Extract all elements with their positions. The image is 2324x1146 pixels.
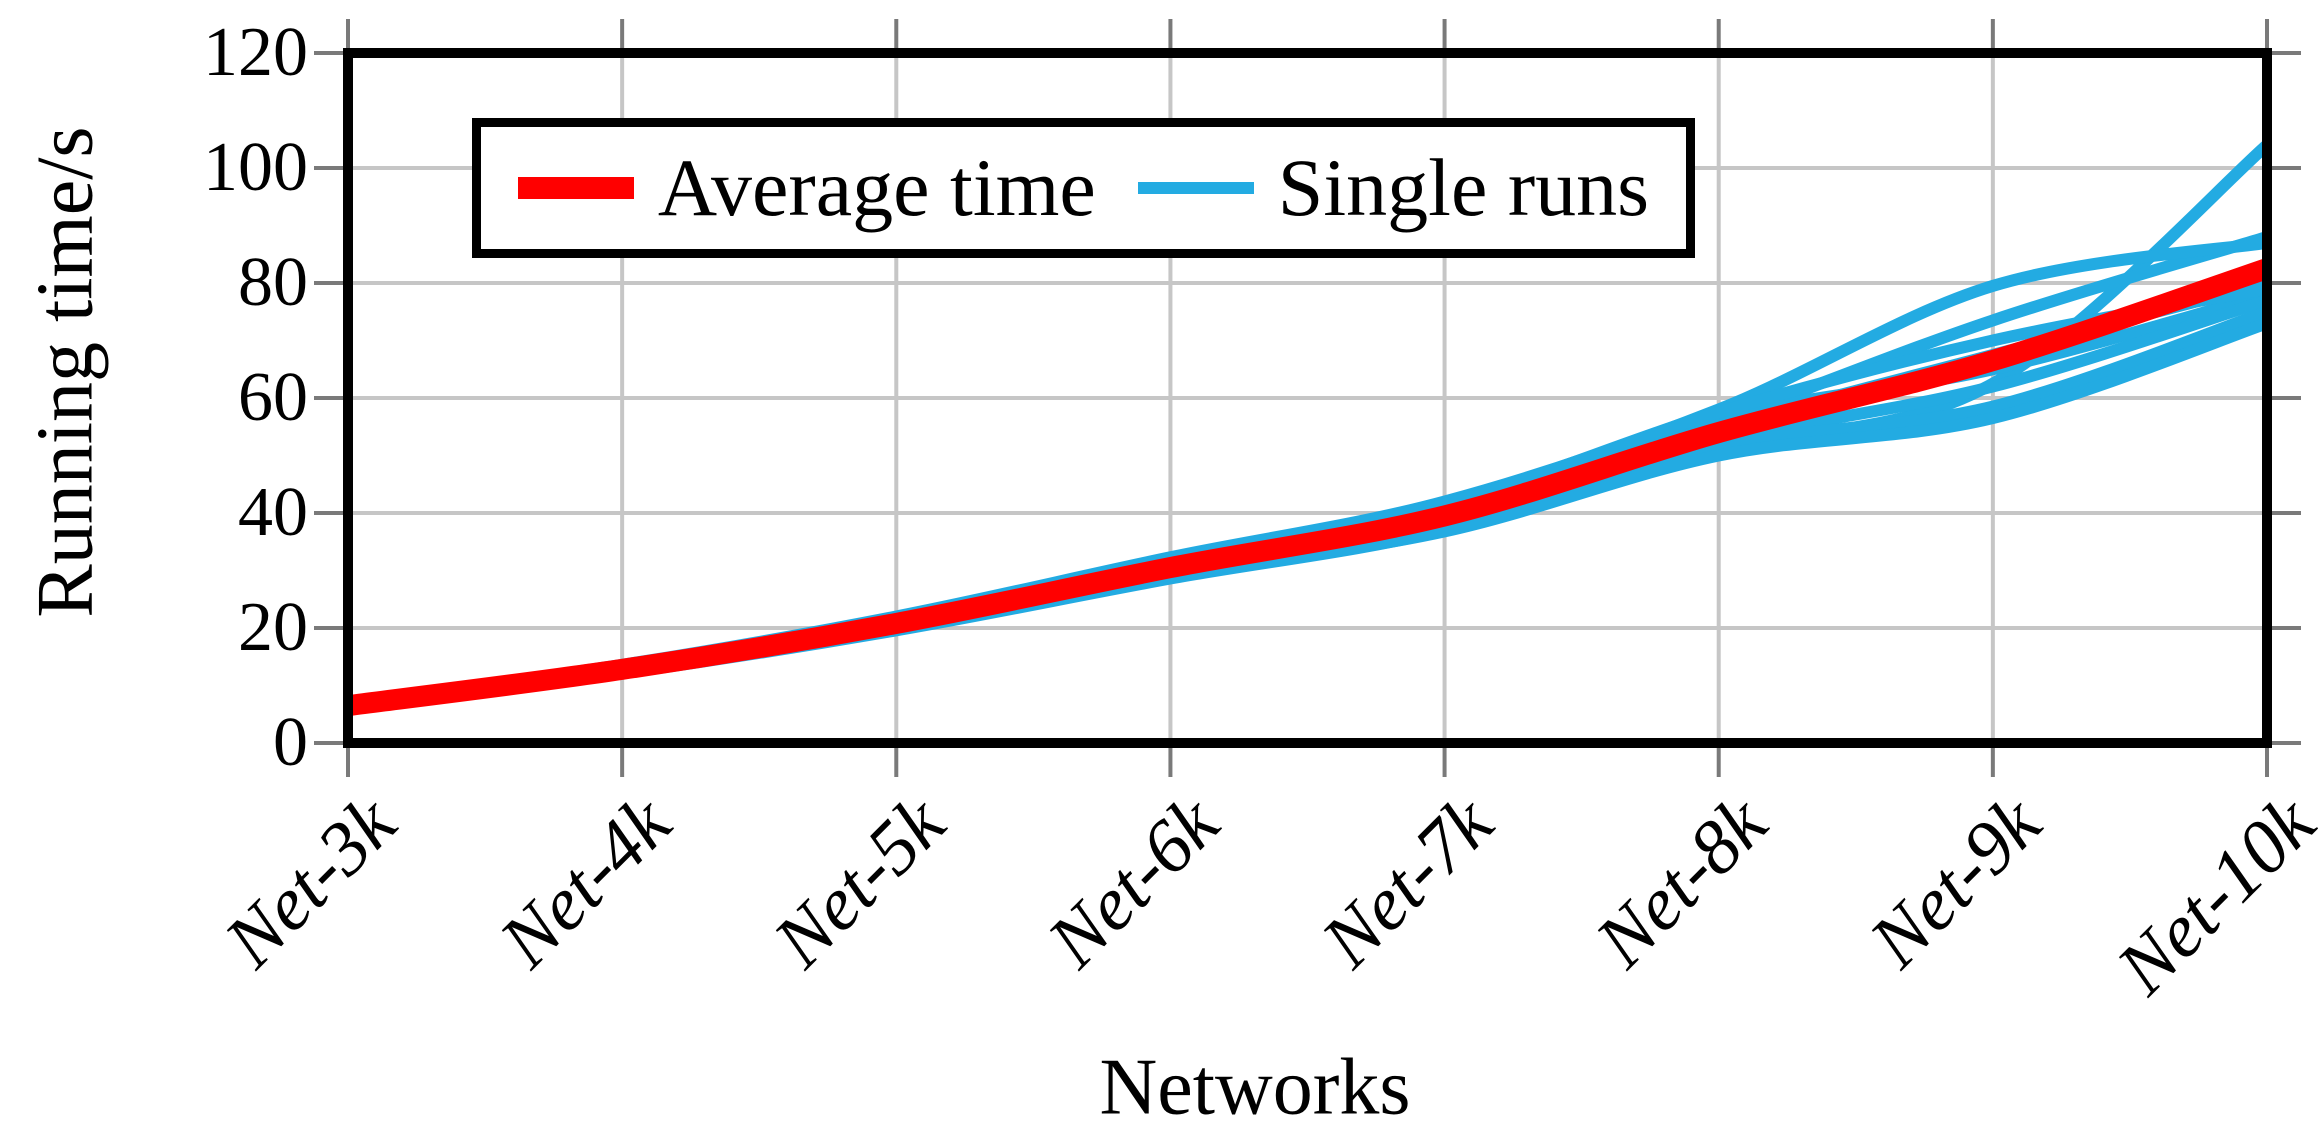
y-tick-label: 80	[238, 244, 308, 321]
single-run-line	[348, 231, 2267, 715]
legend-item-average: Average time	[517, 142, 1096, 233]
legend-label-average: Average time	[657, 142, 1096, 233]
legend-label-single-runs: Single runs	[1277, 142, 1650, 233]
y-tick-label: 0	[273, 704, 308, 781]
single-run-line	[348, 236, 2267, 709]
y-tick-label: 20	[238, 589, 308, 666]
single-run-line	[348, 282, 2267, 709]
legend: Average time Single runs	[472, 118, 1695, 258]
y-tick-label: 40	[238, 474, 308, 551]
single-runs-swatch	[1137, 182, 1254, 194]
legend-item-single-runs: Single runs	[1137, 142, 1650, 233]
y-tick-label: 100	[203, 129, 308, 206]
average-line	[348, 258, 2267, 717]
y-tick-label: 120	[203, 14, 308, 91]
y-tick-label: 60	[238, 359, 308, 436]
average-line-swatch	[517, 177, 634, 199]
y-axis-title: Running time/s	[21, 126, 110, 618]
plot-frame	[343, 48, 2272, 748]
x-axis-title: Networks	[1099, 1043, 1411, 1132]
